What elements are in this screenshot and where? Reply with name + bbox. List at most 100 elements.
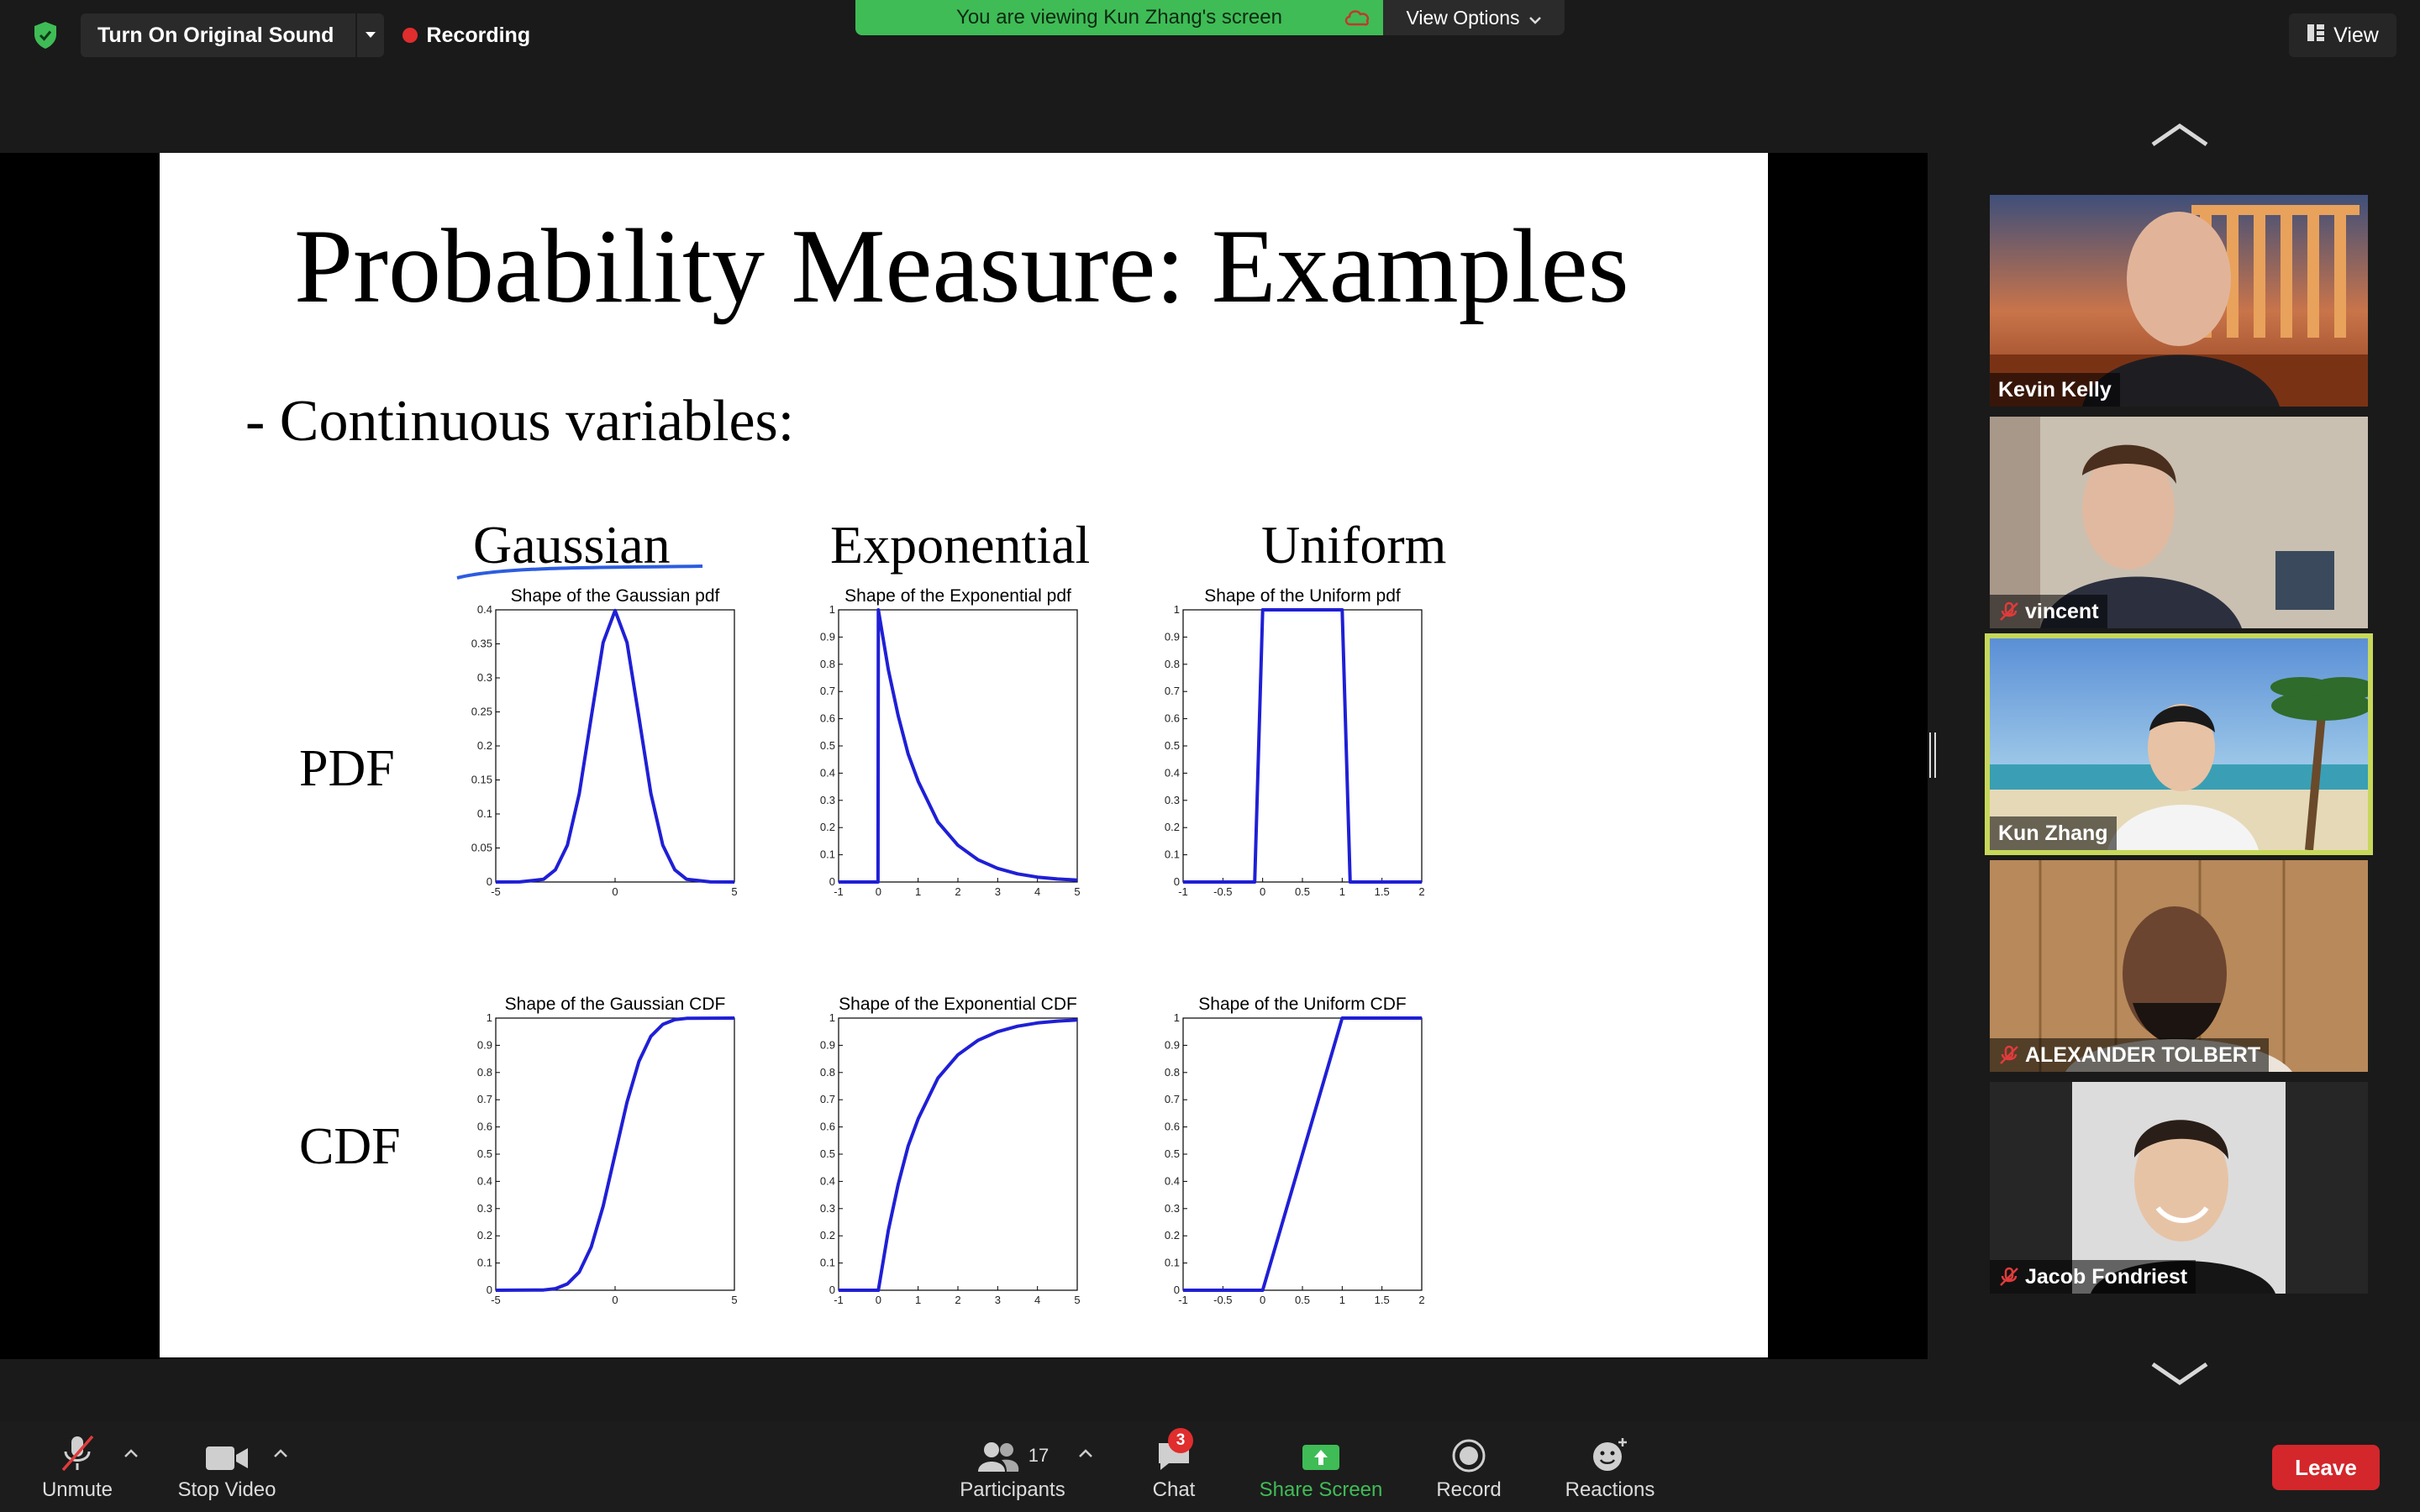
leave-button[interactable]: Leave xyxy=(2272,1445,2380,1490)
x-tick-label: -1 xyxy=(834,1294,844,1306)
x-tick-label: -1 xyxy=(1178,1294,1188,1306)
y-tick-label: 0.6 xyxy=(820,712,835,725)
x-tick-label: 4 xyxy=(1034,1294,1040,1306)
cloud-icon xyxy=(1343,8,1371,34)
y-tick-label: 0.3 xyxy=(477,1202,492,1215)
chat-button[interactable]: 3 Chat xyxy=(1138,1421,1210,1512)
x-tick-label: 1 xyxy=(915,885,921,898)
x-tick-label: 5 xyxy=(1074,1294,1080,1306)
chevron-down-icon[interactable] xyxy=(355,13,384,57)
chevron-down-icon[interactable] xyxy=(2149,1359,2210,1389)
x-tick-label: 0 xyxy=(1260,1294,1265,1306)
y-tick-label: 0.1 xyxy=(1165,1257,1180,1269)
y-tick-label: 0.8 xyxy=(820,1066,835,1079)
share-screen-label: Share Screen xyxy=(1259,1478,1383,1501)
participant-tile[interactable]: Jacob Fondriest xyxy=(1990,1082,2368,1294)
resize-handle[interactable] xyxy=(1929,732,1936,778)
y-tick-label: 0 xyxy=(487,1284,492,1296)
gaussian-cdf-chart: Shape of the Gaussian CDF 0 0.1 0.2 0.3 0.4 0.… xyxy=(471,991,739,1310)
x-tick-label: 5 xyxy=(731,1294,737,1306)
series-line xyxy=(839,1018,1078,1292)
plot-frame xyxy=(838,1017,1078,1291)
x-tick-label: 2 xyxy=(955,885,960,898)
y-tick-label: 0 xyxy=(829,875,835,888)
y-tick-label: 0.8 xyxy=(1165,658,1180,670)
participant-name: ALEXANDER TOLBERT xyxy=(1990,1038,2270,1072)
x-tick-label: 0 xyxy=(876,1294,881,1306)
y-tick-label: 0.5 xyxy=(477,1147,492,1160)
video-feed xyxy=(1990,417,2368,628)
video-camera-icon xyxy=(204,1431,250,1473)
reactions-button[interactable]: Reactions xyxy=(1553,1421,1667,1512)
chevron-up-icon[interactable] xyxy=(1076,1445,1096,1462)
y-tick-label: 0.9 xyxy=(820,1038,835,1051)
x-tick-label: -5 xyxy=(491,1294,501,1306)
y-tick-label: 0.4 xyxy=(1165,766,1180,779)
chart-title: Shape of the Uniform CDF xyxy=(1198,995,1406,1014)
y-tick-label: 0 xyxy=(1174,875,1180,888)
y-tick-label: 0.4 xyxy=(820,1174,835,1187)
view-button[interactable]: View xyxy=(2289,13,2396,57)
y-tick-label: 0.6 xyxy=(820,1121,835,1133)
chevron-up-icon[interactable] xyxy=(121,1445,141,1462)
chevron-up-icon[interactable] xyxy=(2149,119,2210,150)
column-heading-exponential: Exponential xyxy=(830,515,1091,575)
viewing-banner: You are viewing Kun Zhang's screen xyxy=(855,0,1383,35)
x-tick-label: 1 xyxy=(1339,885,1345,898)
recording-indicator[interactable]: Recording xyxy=(402,24,530,48)
video-feed xyxy=(1990,860,2368,1072)
participant-name: vincent xyxy=(1990,595,2107,628)
record-button[interactable]: Record xyxy=(1425,1421,1512,1512)
x-tick-label: 2 xyxy=(955,1294,960,1306)
participant-tile[interactable]: ALEXANDER TOLBERT xyxy=(1990,860,2368,1072)
participants-count: 17 xyxy=(1028,1445,1050,1466)
y-tick-label: 0.2 xyxy=(477,739,492,752)
y-tick-label: 0.4 xyxy=(820,766,835,779)
encryption-shield-icon[interactable] xyxy=(24,13,67,57)
participant-tile[interactable]: Kevin Kelly xyxy=(1990,195,2368,407)
y-tick-label: 0.8 xyxy=(477,1066,492,1079)
column-heading-uniform: Uniform xyxy=(1261,515,1447,575)
record-label: Record xyxy=(1436,1478,1502,1501)
y-tick-label: 0 xyxy=(487,875,492,888)
participant-tile-active-speaker[interactable]: Kun Zhang xyxy=(1985,633,2373,855)
shared-screen[interactable]: Probability Measure: Examples - Continuo… xyxy=(0,153,1928,1359)
x-tick-label: 0 xyxy=(612,885,618,898)
y-tick-label: 0.5 xyxy=(1165,739,1180,752)
y-tick-label: 0.1 xyxy=(820,848,835,861)
stop-video-button[interactable]: Stop Video xyxy=(168,1421,286,1512)
participant-name: Jacob Fondriest xyxy=(1990,1260,2196,1294)
participant-tile[interactable]: vincent xyxy=(1990,417,2368,628)
y-tick-label: 0.35 xyxy=(471,638,492,650)
recording-label: Recording xyxy=(426,23,531,47)
chevron-up-icon[interactable] xyxy=(271,1445,291,1462)
meeting-toolbar: Unmute Stop Video 17 Participants xyxy=(0,1421,2420,1512)
share-screen-button[interactable]: Share Screen xyxy=(1252,1421,1390,1512)
x-tick-label: 1 xyxy=(915,1294,921,1306)
y-tick-label: 0.6 xyxy=(1165,712,1180,725)
original-sound-button[interactable]: Turn On Original Sound xyxy=(81,13,385,57)
y-tick-label: 0.5 xyxy=(820,739,835,752)
series-line xyxy=(1183,1016,1422,1292)
uniform-pdf-chart: Shape of the Uniform pdf 0 0.1 0.2 0.3 0.4 0.5… xyxy=(1158,583,1427,902)
x-tick-label: 1.5 xyxy=(1375,1294,1390,1306)
y-tick-label: 1 xyxy=(487,1011,492,1024)
view-label: View xyxy=(2333,23,2379,47)
y-tick-label: 0.05 xyxy=(471,842,492,854)
unmute-button[interactable]: Unmute xyxy=(34,1421,121,1512)
mic-muted-icon xyxy=(2000,601,2018,621)
top-left-controls: Turn On Original Sound Recording xyxy=(24,13,530,57)
x-tick-label: -0.5 xyxy=(1213,885,1232,898)
y-tick-label: 0.1 xyxy=(820,1257,835,1269)
y-tick-label: 0.1 xyxy=(1165,848,1180,861)
chart-title: Shape of the Exponential CDF xyxy=(839,995,1077,1014)
y-tick-label: 0.6 xyxy=(1165,1121,1180,1133)
exponential-cdf-chart: Shape of the Exponential CDF 0 0.1 0.2 0.3 0.… xyxy=(813,991,1082,1310)
participants-button[interactable]: 17 Participants xyxy=(950,1421,1076,1512)
gaussian-pdf-chart: Shape of the Gaussian pdf 0 0.05 0.1 0.15 0.2… xyxy=(471,583,739,902)
view-options-button[interactable]: View Options xyxy=(1383,0,1565,35)
x-tick-label: 2 xyxy=(1418,885,1424,898)
y-tick-label: 0.5 xyxy=(1165,1147,1180,1160)
reactions-emoji-icon xyxy=(1591,1431,1629,1473)
participants-icon: 17 xyxy=(976,1431,1049,1473)
